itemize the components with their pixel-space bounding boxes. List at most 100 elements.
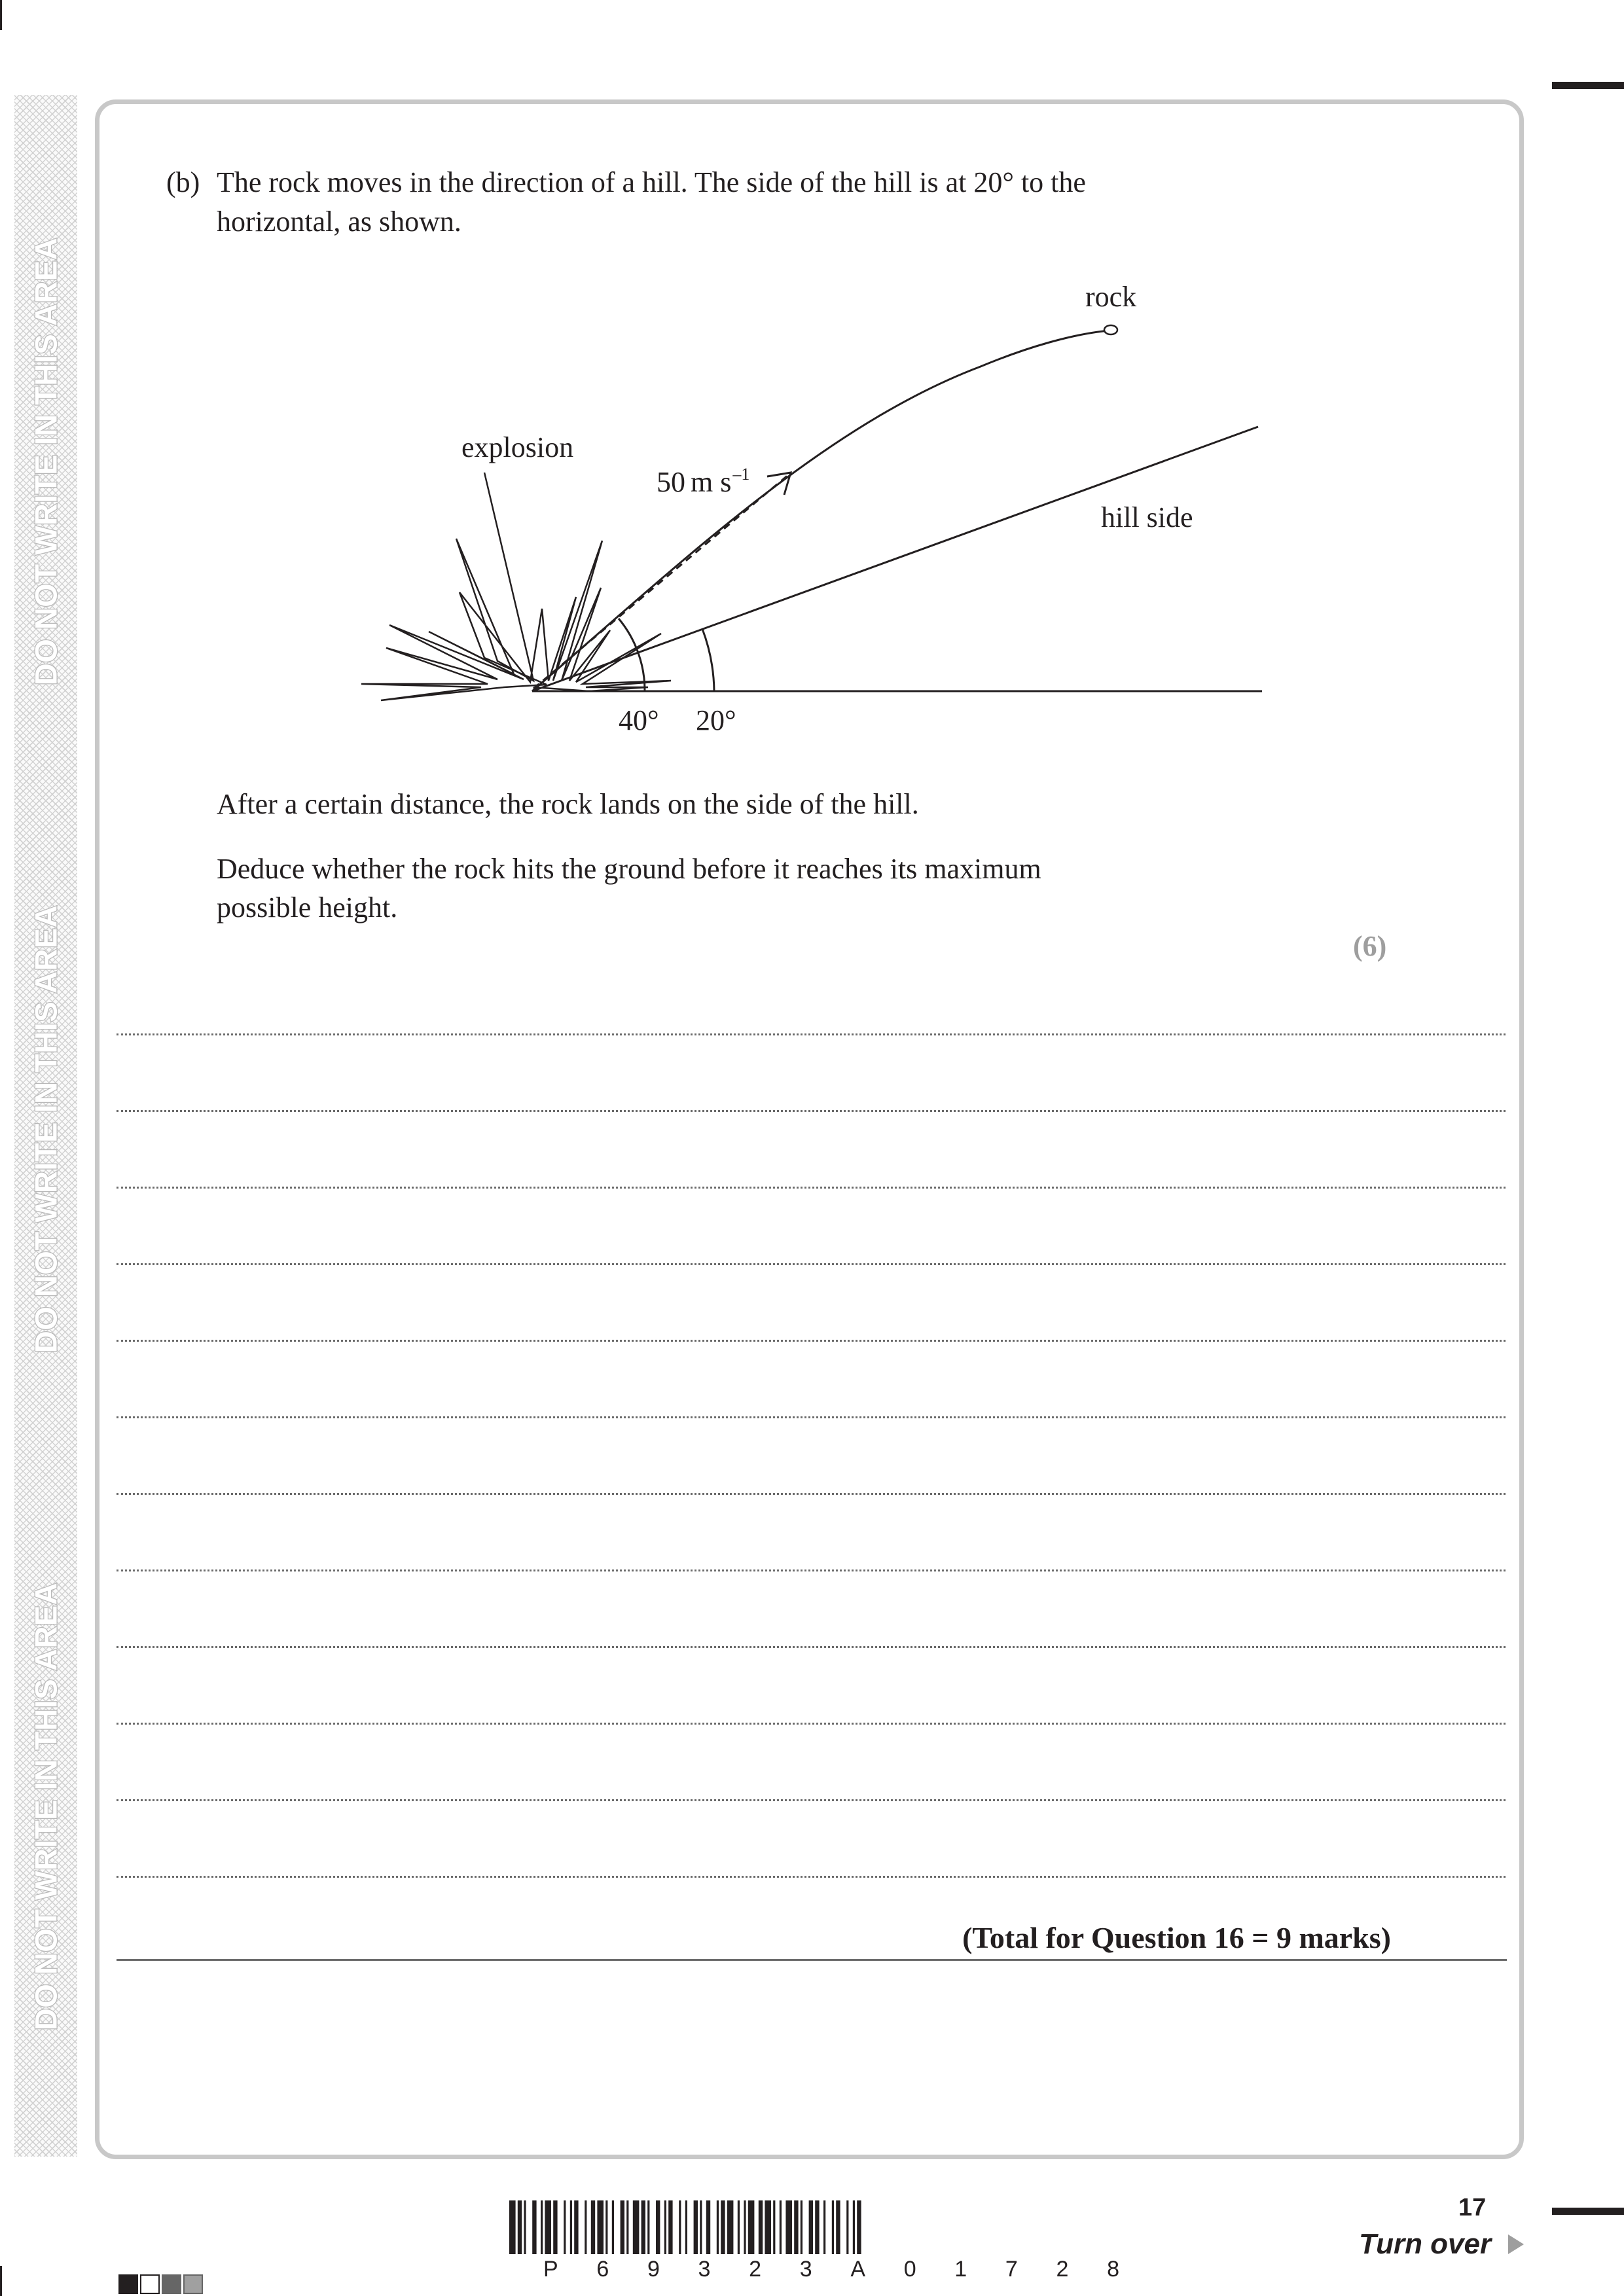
barcode-bar (605, 2200, 608, 2254)
barcode-bar (585, 2200, 587, 2254)
barcode-bar (611, 2200, 614, 2254)
barcode-bar (857, 2200, 861, 2254)
answer-line[interactable] (117, 1263, 1506, 1265)
barcode-digit: 9 (647, 2257, 660, 2282)
velocity-arrowhead (767, 471, 793, 495)
barcode-bar (532, 2200, 537, 2254)
question-instruction: possible height. (217, 891, 398, 924)
barcode-bar (626, 2200, 629, 2254)
barcode-bar (524, 2200, 526, 2254)
barcode-bar (574, 2200, 579, 2254)
hill-side-line (532, 425, 1259, 692)
answer-line[interactable] (117, 1493, 1506, 1495)
rock-label: rock (1085, 281, 1136, 313)
barcode-bar (685, 2200, 687, 2254)
barcode-bar (668, 2200, 673, 2254)
answer-line[interactable] (117, 1723, 1506, 1725)
barcode-digit: 1 (954, 2257, 967, 2282)
barcode-digit: 8 (1107, 2257, 1119, 2282)
part-label: (b) (166, 166, 200, 198)
answer-line[interactable] (117, 1646, 1506, 1648)
turn-over-arrow-icon (1508, 2234, 1524, 2254)
crop-mark (0, 2266, 2, 2296)
barcode-bar (808, 2200, 813, 2254)
question-instruction: Deduce whether the rock hits the ground … (217, 853, 1041, 885)
barcode-bar (597, 2200, 604, 2254)
barcode-bar (569, 2200, 572, 2254)
answer-line[interactable] (117, 1187, 1506, 1189)
barcode-bar (765, 2200, 771, 2254)
angle-arc-40 (617, 618, 646, 692)
answer-line[interactable] (117, 1110, 1506, 1112)
barcode-bar (706, 2200, 711, 2254)
answer-line[interactable] (117, 1340, 1506, 1342)
barcode-bar (664, 2200, 666, 2254)
barcode-bar (647, 2200, 650, 2254)
barcode-bar (721, 2200, 725, 2254)
projectile-diagram: rock explosion 50 m s–1 hill side 40° 20° (361, 281, 1262, 736)
barcode-bar (737, 2200, 740, 2254)
answer-line[interactable] (117, 1570, 1506, 1571)
barcode-bar (590, 2200, 596, 2254)
answer-line[interactable] (117, 1799, 1506, 1801)
explosion-label: explosion (461, 431, 573, 463)
question-total: (Total for Question 16 = 9 marks) (962, 1921, 1391, 1954)
barcode-bar (785, 2200, 792, 2254)
marks-indicator: (6) (1353, 930, 1387, 962)
velocity-label: 50 m s–1 (657, 465, 749, 498)
answer-line[interactable] (117, 1876, 1506, 1878)
barcode-bar (794, 2200, 799, 2254)
barcode-bar (823, 2200, 826, 2254)
crop-mark (0, 0, 2, 30)
barcode-bar (800, 2200, 803, 2254)
barcode-bar (815, 2200, 820, 2254)
barcode-digit: 3 (698, 2257, 711, 2282)
barcode (509, 2200, 861, 2254)
barcode-bar (517, 2200, 522, 2254)
printer-mark-square (118, 2274, 138, 2294)
barcode-bar (656, 2200, 660, 2254)
margin-hatch-strip (14, 95, 77, 2157)
printer-mark-square (162, 2274, 181, 2294)
section-rule (117, 1959, 1507, 1961)
barcode-bar (744, 2200, 746, 2254)
content-frame (95, 99, 1524, 2159)
barcode-bar (758, 2200, 763, 2254)
rock (1103, 324, 1119, 336)
barcode-bar (831, 2200, 834, 2254)
barcode-digit: P (543, 2257, 558, 2282)
barcode-bar (727, 2200, 734, 2254)
angle-label-20: 20° (696, 704, 736, 736)
explosion-burst (361, 472, 672, 702)
barcode-bar (693, 2200, 698, 2254)
barcode-bar (679, 2200, 681, 2254)
angle-label-40: 40° (619, 704, 659, 736)
barcode-bar (700, 2200, 702, 2254)
barcode-digit: 2 (1056, 2257, 1069, 2282)
barcode-digit: A (850, 2257, 866, 2282)
barcode-bar (545, 2200, 551, 2254)
hill-side-label: hill side (1101, 501, 1193, 533)
barcode-bar (553, 2200, 558, 2254)
question-prompt: The rock moves in the direction of a hil… (217, 166, 1086, 198)
barcode-digit: 2 (749, 2257, 762, 2282)
barcode-bar (748, 2200, 755, 2254)
answer-line[interactable] (117, 1033, 1506, 1035)
barcode-bar (641, 2200, 645, 2254)
answer-line[interactable] (117, 1416, 1506, 1418)
printer-mark-square (140, 2274, 160, 2294)
barcode-bar (836, 2200, 840, 2254)
barcode-bar (773, 2200, 776, 2254)
barcode-digits: P 6 9 3 2 3 A 0 1 7 2 8 (543, 2257, 1119, 2282)
barcode-bar (846, 2200, 849, 2254)
printer-mark-square (183, 2274, 203, 2294)
barcode-bar (779, 2200, 782, 2254)
barcode-bar (620, 2200, 624, 2254)
barcode-bar (541, 2200, 543, 2254)
barcode-digit: 0 (903, 2257, 916, 2282)
barcode-digit: 3 (799, 2257, 812, 2282)
turn-over-label: Turn over (1359, 2228, 1492, 2260)
angle-arc-20 (701, 628, 715, 692)
barcode-digit: 7 (1005, 2257, 1018, 2282)
crop-mark (1552, 82, 1624, 89)
